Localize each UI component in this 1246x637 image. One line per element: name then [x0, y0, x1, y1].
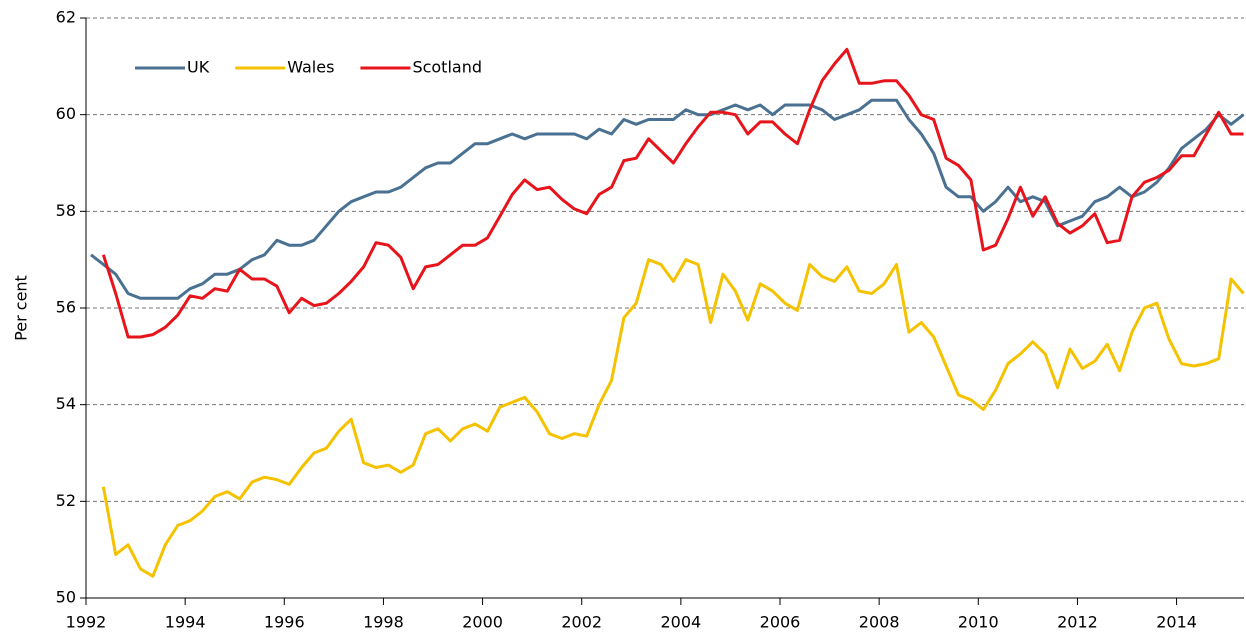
- y-tick-label: 52: [56, 491, 76, 510]
- legend-label: Scotland: [412, 58, 482, 77]
- y-tick-label: 60: [56, 104, 76, 123]
- x-tick-label: 2010: [958, 613, 999, 632]
- x-tick-label: 1998: [363, 613, 404, 632]
- y-tick-label: 54: [56, 394, 76, 413]
- x-tick-label: 2000: [462, 613, 503, 632]
- y-tick-label: 58: [56, 201, 76, 220]
- y-tick-label: 50: [56, 588, 76, 607]
- x-tick-label: 2012: [1057, 613, 1098, 632]
- legend-label: Wales: [287, 58, 334, 77]
- y-axis-label: Per cent: [12, 275, 31, 341]
- x-tick-label: 1992: [66, 613, 107, 632]
- series-line: [101, 47, 1244, 339]
- series-line: [90, 98, 1245, 300]
- x-tick-label: 2014: [1156, 613, 1197, 632]
- y-tick-label: 56: [56, 298, 76, 317]
- x-tick-label: 2002: [561, 613, 602, 632]
- x-tick-label: 2004: [661, 613, 702, 632]
- x-tick-label: 2008: [859, 613, 900, 632]
- x-tick-label: 1994: [165, 613, 206, 632]
- x-tick-label: 1996: [264, 613, 305, 632]
- legend-label: UK: [187, 58, 210, 77]
- x-tick-label: 2006: [760, 613, 801, 632]
- y-tick-label: 62: [56, 8, 76, 27]
- series-line: [101, 258, 1245, 578]
